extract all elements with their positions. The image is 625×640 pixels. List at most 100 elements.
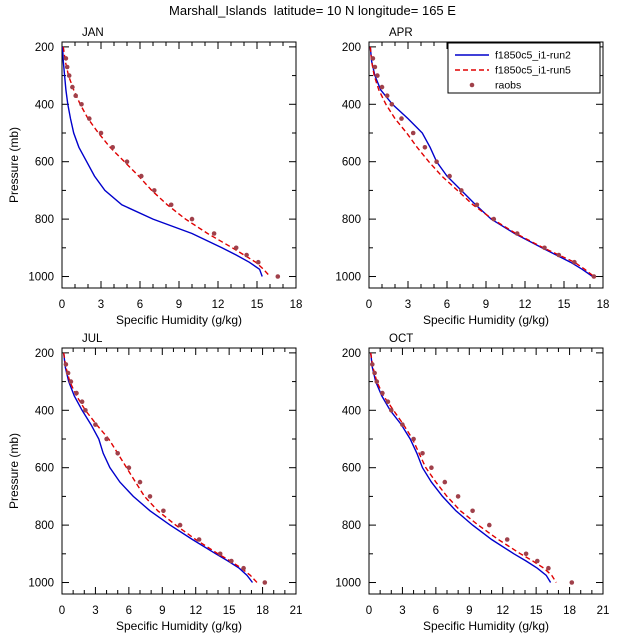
panel-month-label: APR: [389, 27, 413, 39]
x-tick-label: 12: [189, 605, 202, 617]
y-tick-label: 800: [35, 214, 54, 226]
raob-dot: [196, 537, 202, 542]
raob-dot: [229, 558, 234, 564]
raob-dot: [455, 494, 461, 499]
raob-dot: [442, 479, 448, 485]
raob-dot: [572, 259, 577, 265]
raob-dot: [217, 551, 223, 557]
raob-dot: [470, 508, 475, 514]
y-tick-label: 400: [342, 405, 361, 417]
x-tick-label: 18: [290, 299, 303, 311]
raob-dot: [410, 130, 416, 136]
raob-dot: [504, 537, 510, 542]
y-tick-label: 1000: [335, 578, 361, 590]
panel-JAN: JAN 0 3 6 9 12 15 18 200 400 600 800 1000 Specific Hu…: [7, 27, 302, 327]
legend-label: raobs: [495, 80, 521, 92]
x-tick-label: 9: [466, 605, 472, 617]
raob-dot: [74, 390, 79, 396]
series-dots-raobs: [370, 362, 575, 585]
x-tick-label: 6: [433, 605, 439, 617]
x-tick-label: 18: [597, 299, 610, 311]
x-tick-label: 6: [126, 605, 132, 617]
series-dots-raobs: [370, 56, 597, 279]
x-tick-label: 3: [399, 605, 405, 617]
raob-dot: [147, 494, 153, 499]
raob-dot: [591, 274, 597, 279]
raob-dot: [389, 408, 394, 413]
x-tick-label: 3: [92, 605, 98, 617]
x-tick-label: 0: [366, 299, 372, 311]
panel-month-label: OCT: [389, 333, 413, 345]
raob-dot: [491, 216, 497, 222]
raob-dot: [411, 436, 416, 442]
series-line-f1850c5_i1-run5: [370, 352, 557, 583]
raob-dot: [474, 202, 480, 208]
y-tick-label: 800: [35, 520, 54, 532]
y-tick-label: 800: [342, 520, 361, 532]
x-tick-label: 12: [519, 299, 532, 311]
y-axis-title: Pressure (mb): [7, 433, 21, 509]
raob-dot: [93, 422, 98, 427]
raob-dot: [487, 522, 492, 528]
raob-dot: [374, 379, 380, 384]
y-axis: 200 400 600 800 1000: [335, 42, 603, 284]
raob-dot: [233, 245, 239, 251]
x-tick-label: 12: [212, 299, 225, 311]
raob-dot: [384, 93, 390, 98]
raob-dot: [370, 362, 375, 367]
raob-dot: [372, 64, 378, 70]
y-axis: 200 400 600 800 1000: [28, 42, 296, 284]
raob-dot: [64, 64, 70, 70]
y-tick-label: 1000: [335, 272, 361, 284]
raob-dot: [379, 84, 385, 90]
raob-dot: [139, 173, 144, 179]
raob-dot: [262, 580, 268, 585]
x-tick-label: 0: [59, 605, 65, 617]
raob-dot: [79, 102, 84, 107]
y-axis: 200 400 600 800 1000: [28, 348, 296, 590]
y-tick-label: 200: [342, 348, 361, 360]
y-tick-label: 600: [35, 463, 54, 475]
series-dots-raobs: [63, 362, 268, 585]
raob-dot: [372, 370, 377, 376]
raob-dot: [126, 465, 132, 471]
plot-border: [61, 41, 297, 289]
x-axis-title: Specific Humidity (g/kg): [116, 619, 242, 633]
raob-dot: [65, 370, 71, 376]
raob-dot: [546, 565, 551, 571]
x-tick-label: 18: [563, 605, 576, 617]
raob-dot: [380, 390, 385, 396]
raob-dot: [447, 173, 452, 179]
plot-border: [368, 347, 604, 595]
raob-dot: [161, 508, 166, 514]
raob-dot: [535, 558, 540, 564]
x-tick-label: 21: [597, 605, 610, 617]
raob-dot: [244, 252, 249, 258]
panel-APR: APR 0 3 6 9 12 15 18 200 400 600 800 1000 Specific Hu…: [335, 27, 609, 327]
y-tick-label: 600: [35, 157, 54, 169]
y-tick-label: 400: [35, 99, 54, 111]
raob-dot: [399, 116, 404, 121]
series-line-f1850c5_i1-run2: [370, 352, 552, 583]
raob-dot: [189, 216, 195, 222]
x-tick-label: 0: [366, 605, 372, 617]
panel-month-label: JUL: [82, 333, 103, 345]
x-tick-label: 15: [223, 605, 236, 617]
raob-dot: [115, 451, 120, 456]
x-tick-label: 15: [558, 299, 571, 311]
y-axis-title: Pressure (mb): [7, 127, 21, 203]
raob-dot: [152, 188, 157, 193]
x-tick-label: 15: [251, 299, 264, 311]
raob-dot: [400, 422, 405, 427]
series-line-f1850c5_i1-run5: [62, 46, 271, 277]
y-tick-label: 1000: [28, 578, 54, 590]
y-tick-label: 200: [342, 42, 361, 54]
series-line-f1850c5_i1-run5: [369, 46, 595, 278]
y-tick-label: 600: [342, 463, 361, 475]
raob-dot: [514, 231, 520, 236]
raob-dot: [83, 408, 88, 413]
page-title: Marshall_Islands latitude= 10 N longitud…: [169, 3, 456, 18]
panel-JUL: JUL 0 3 6 9 12 15 18 21 200 400 600 800 1000 Specific …: [7, 333, 302, 633]
